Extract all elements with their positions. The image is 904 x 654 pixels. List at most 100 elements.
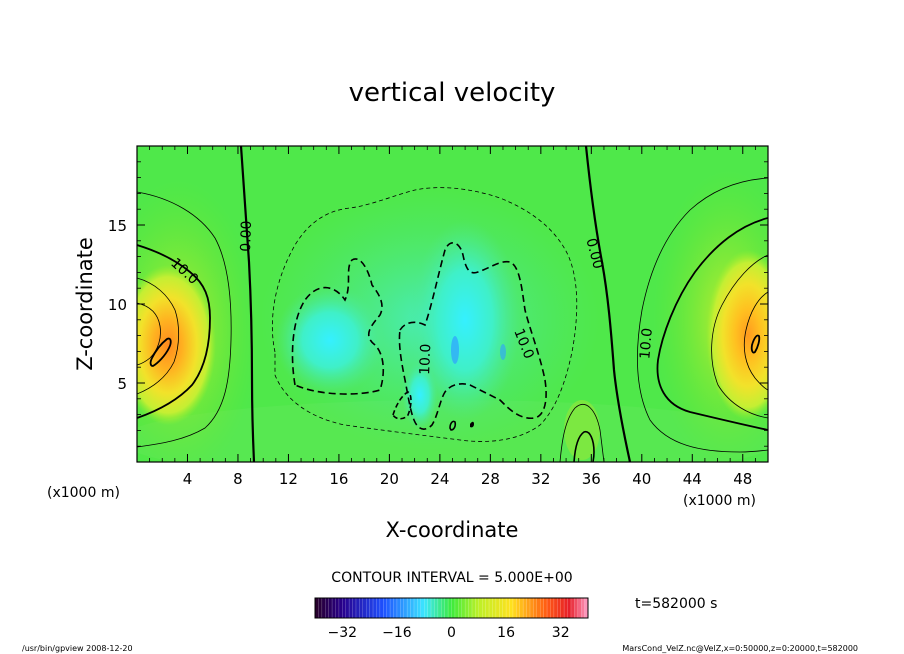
colorbar	[314, 598, 589, 618]
colorbar-cell	[376, 598, 381, 618]
contour-label: 10.0	[637, 327, 656, 359]
colorbar-cell	[441, 598, 445, 618]
contour-left-5	[137, 191, 232, 448]
colorbar-cell	[523, 598, 527, 618]
colorbar-tick-label: 0	[447, 625, 456, 641]
colorbar-cell	[355, 598, 360, 618]
contour-zero-right	[584, 146, 632, 462]
x-tick-label: 12	[279, 470, 298, 488]
colorbar-cell	[379, 598, 384, 618]
colorbar-cell	[557, 598, 561, 618]
colorbar-cell	[431, 598, 435, 618]
colorbar-cell	[458, 598, 463, 618]
x-axis: 4 8 12 16 20 24 28 32 36 40 44 48	[149, 146, 756, 488]
colorbar-cell	[564, 598, 568, 618]
y-axis-label: Z-coordinate	[73, 237, 97, 371]
x-tick-label: 16	[329, 470, 348, 488]
contour-left-10	[137, 244, 211, 419]
x-unit-left: (x1000 m)	[47, 485, 120, 501]
x-tick-label: 44	[683, 470, 702, 488]
colorbar-cell	[448, 598, 452, 618]
colorbar-frame	[314, 597, 589, 619]
colorbar-cell	[373, 598, 377, 618]
colorbar-cell	[444, 598, 449, 618]
colorbar-cell	[349, 598, 353, 618]
contour-center-mound-inner	[573, 430, 595, 462]
contour-neg-blob-2	[470, 421, 474, 428]
contour-left-15	[137, 277, 180, 395]
colorbar-cell	[338, 598, 343, 618]
contour-label: 10.0	[417, 343, 434, 375]
y-tick-label: 15	[108, 217, 127, 235]
colorbar-cell	[465, 598, 469, 618]
colorbar-cell	[345, 598, 350, 618]
colorbar-cell	[471, 598, 476, 618]
blue-spot-1	[451, 336, 459, 364]
colorbar-cell	[366, 598, 370, 618]
colorbar-cell	[516, 598, 521, 618]
colorbar-cell	[437, 598, 442, 618]
plot-area	[137, 146, 768, 462]
contour-right-20	[743, 291, 768, 391]
colorbar-cell	[519, 598, 524, 618]
colorbar-cell	[383, 598, 387, 618]
colorbar-cell	[328, 598, 333, 618]
colorbar-cell	[332, 598, 336, 618]
colorbar-cell	[584, 598, 589, 618]
colorbar-ticks: −32 −16 0 16 32	[328, 625, 570, 641]
colorbar-cell	[489, 598, 493, 618]
contour-neg-10-left	[291, 258, 385, 395]
contour-label: 0.00	[582, 237, 606, 271]
colorbar-cell	[396, 598, 401, 618]
colorbar-cell	[574, 598, 579, 618]
contour-right-15	[711, 254, 768, 419]
footer-right: MarsCond_VelZ.nc@VelZ,x=0:50000,z=0:2000…	[622, 644, 858, 653]
colorbar-cell	[393, 598, 398, 618]
colorbar-cell	[581, 598, 585, 618]
colorbar-cell	[427, 598, 432, 618]
contour-left-20	[137, 302, 161, 366]
colorbar-cell	[454, 598, 459, 618]
colorbar-cell	[420, 598, 425, 618]
colorbar-cell	[461, 598, 466, 618]
colorbar-cell	[547, 598, 551, 618]
colorbar-cell	[506, 598, 510, 618]
colorbar-cell	[417, 598, 422, 618]
right-hot-core	[706, 250, 768, 420]
contour-center-mound	[559, 404, 605, 462]
colorbar-cell	[335, 598, 340, 618]
colorbar-cell	[369, 598, 374, 618]
colorbar-cell	[512, 598, 517, 618]
contour-neg-blob-1	[449, 420, 457, 431]
colorbar-cell	[318, 598, 323, 618]
x-tick-label: 36	[582, 470, 601, 488]
colorbar-cell	[386, 598, 391, 618]
colorbar-tick-label: −32	[328, 625, 358, 641]
contour-neg-10-main	[398, 242, 547, 430]
x-axis-label: X-coordinate	[386, 518, 519, 542]
colorbar-tick-label: 16	[497, 625, 515, 641]
colorbar-cell	[478, 598, 483, 618]
colorbar-cell	[533, 598, 538, 618]
colorbar-cell	[492, 598, 497, 618]
contour-right-5	[637, 177, 768, 453]
colorbar-cell	[529, 598, 534, 618]
colorbar-cell	[482, 598, 486, 618]
blue-spot-2	[500, 344, 506, 360]
contour-left-25	[149, 337, 172, 367]
colorbar-cell	[570, 598, 575, 618]
colorbar-cell	[540, 598, 544, 618]
x-tick-label: 40	[632, 470, 651, 488]
colorbar-tick-label: 32	[552, 625, 570, 641]
colorbar-cell	[502, 598, 507, 618]
colorbar-cell	[362, 598, 367, 618]
colorbar-cell	[526, 598, 531, 618]
colorbar-cell	[321, 598, 326, 618]
contour-right-25	[750, 334, 761, 354]
colorbar-cell	[403, 598, 408, 618]
contour-interval-text: CONTOUR INTERVAL = 5.000E+00	[331, 570, 572, 586]
x-tick-label: 28	[481, 470, 500, 488]
x-tick-label: 4	[183, 470, 193, 488]
colorbar-cell	[451, 598, 456, 618]
